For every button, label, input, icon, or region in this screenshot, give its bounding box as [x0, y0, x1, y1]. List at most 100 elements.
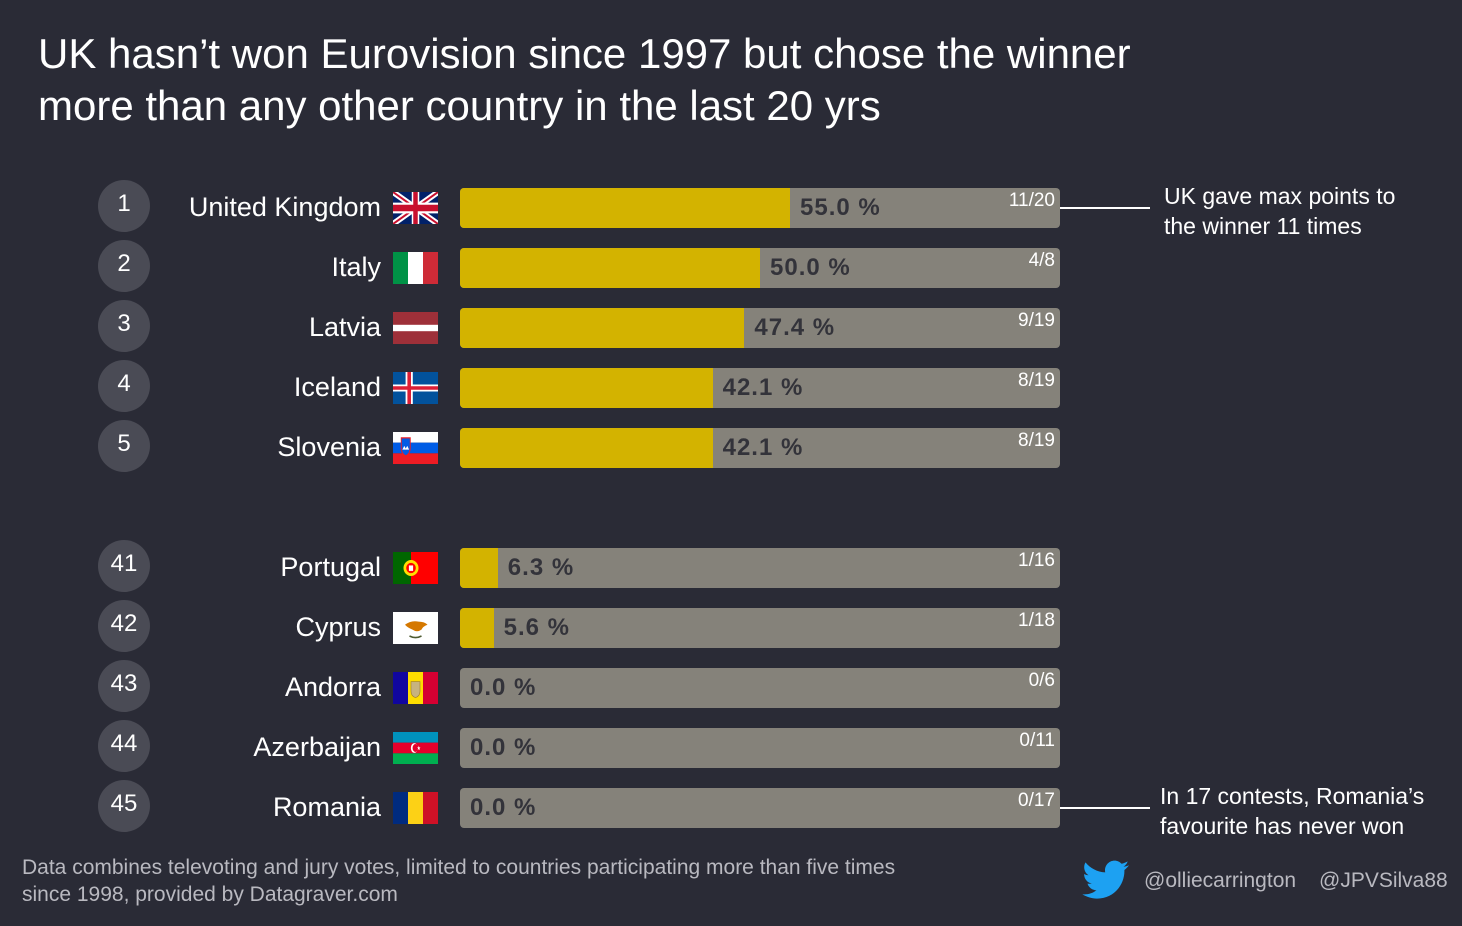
slovenia-flag-icon — [393, 432, 438, 464]
chart-row: 42 Cyprus 5.6 % 1/18 — [0, 600, 1100, 652]
uk-annotation: UK gave max points to the winner 11 time… — [1164, 181, 1395, 241]
twitter-icon — [1082, 860, 1130, 899]
bar-track: 0.0 % 0/11 — [460, 728, 1060, 768]
bar-track: 5.6 % 1/18 — [460, 608, 1060, 648]
bar-fill — [460, 368, 713, 408]
chart-row: 41 Portugal 6.3 % 1/16 — [0, 540, 1100, 592]
bar-fill — [460, 248, 760, 288]
twitter-handle-1[interactable]: @olliecarrington — [1144, 869, 1297, 892]
country-label: United Kingdom — [188, 192, 381, 222]
chart-row: 5 Slovenia 42.1 % 8/19 — [0, 420, 1100, 472]
bar-fill — [460, 308, 745, 348]
uk-flag-icon-graphic — [393, 192, 438, 224]
iceland-flag-icon-graphic — [393, 372, 438, 404]
cyprus-flag-icon-graphic — [393, 612, 438, 644]
latvia-flag-icon — [393, 312, 438, 344]
fraction-label: 9/19 — [1018, 310, 1055, 331]
fraction-label: 1/16 — [1018, 550, 1055, 571]
portugal-flag-icon-graphic — [393, 552, 438, 584]
rank-badge: 45 — [98, 780, 150, 832]
bar-track: 47.4 % 9/19 — [460, 308, 1060, 348]
value-label: 6.3 % — [507, 554, 575, 581]
fraction-label: 4/8 — [1028, 250, 1055, 271]
fraction-label: 11/20 — [1008, 190, 1055, 211]
country-label: Latvia — [308, 312, 381, 342]
uk-flag-icon — [393, 192, 438, 224]
fraction-label: 0/6 — [1028, 670, 1055, 691]
romania-annotation-line-2: favourite has never won — [1160, 813, 1405, 839]
value-label: 42.1 % — [722, 374, 804, 401]
bar-track: 42.1 % 8/19 — [460, 368, 1060, 408]
rank-badge: 43 — [98, 660, 150, 712]
bar-track: 50.0 % 4/8 — [460, 248, 1060, 288]
value-label: 5.6 % — [503, 614, 570, 641]
rank-badge: 41 — [98, 540, 150, 592]
value-label: 55.0 % — [800, 194, 881, 221]
latvia-flag-icon-graphic — [393, 312, 438, 344]
chart-title-line-1: UK hasn’t won Eurovision since 1997 but … — [38, 30, 1131, 77]
fraction-label: 0/11 — [1019, 730, 1055, 751]
value-label: 0.0 % — [470, 794, 537, 821]
chart-row: 43 Andorra 0.0 % 0/6 — [0, 660, 1100, 712]
country-label: Italy — [331, 252, 381, 282]
bar-track: 6.3 % 1/16 — [460, 548, 1060, 588]
chart-title: UK hasn’t won Eurovision since 1997 but … — [38, 28, 1238, 132]
country-label: Slovenia — [277, 432, 381, 462]
bar-fill — [460, 428, 713, 468]
azerbaijan-flag-icon-graphic — [393, 732, 438, 764]
value-label: 0.0 % — [470, 734, 537, 761]
rank-badge: 5 — [98, 420, 150, 472]
bar-track: 0.0 % 0/17 — [460, 788, 1060, 828]
bar-fill — [460, 608, 494, 648]
italy-flag-icon — [393, 252, 438, 284]
bar-track: 55.0 % 11/20 — [460, 188, 1060, 228]
chart-row: 4 Iceland 42.1 % 8/19 — [0, 360, 1100, 412]
credits: @olliecarrington @JPVSilva88 — [1082, 858, 1452, 904]
rank-badge: 42 — [98, 600, 150, 652]
fraction-label: 0/17 — [1018, 790, 1055, 811]
rank-badge: 3 — [98, 300, 150, 352]
slovenia-flag-icon-graphic — [393, 432, 438, 464]
chart-title-line-2: more than any other country in the last … — [38, 82, 881, 129]
fraction-label: 1/18 — [1018, 610, 1055, 631]
country-label: Azerbaijan — [253, 732, 381, 762]
country-label: Iceland — [293, 372, 381, 402]
fraction-label: 8/19 — [1018, 430, 1055, 451]
bar-fill — [460, 188, 790, 228]
bar-fill — [460, 548, 498, 588]
bar-track: 42.1 % 8/19 — [460, 428, 1060, 468]
andorra-flag-icon — [393, 672, 438, 704]
azerbaijan-flag-icon — [393, 732, 438, 764]
romania-flag-icon — [393, 792, 438, 824]
value-label: 42.1 % — [722, 434, 804, 461]
country-label: Portugal — [280, 552, 381, 582]
iceland-flag-icon — [393, 372, 438, 404]
chart-row: 2 Italy 50.0 % 4/8 — [0, 240, 1100, 292]
chart-row: 1 United Kingdom 55.0 % 11/20 — [0, 180, 1100, 232]
data-source-note: Data combines televoting and jury votes,… — [22, 854, 895, 908]
value-label: 47.4 % — [754, 314, 836, 341]
twitter-handle-2[interactable]: @JPVSilva88 — [1319, 869, 1448, 892]
andorra-flag-icon-graphic — [393, 672, 438, 704]
rank-badge: 2 — [98, 240, 150, 292]
rank-badge: 1 — [98, 180, 150, 232]
romania-annotation-leader-line — [1060, 807, 1150, 809]
italy-flag-icon-graphic — [393, 252, 438, 284]
romania-annotation: In 17 contests, Romania’s favourite has … — [1160, 781, 1424, 841]
country-label: Romania — [272, 792, 381, 822]
chart-row: 44 Azerbaijan 0.0 % 0/11 — [0, 720, 1100, 772]
bar-track: 0.0 % 0/6 — [460, 668, 1060, 708]
cyprus-flag-icon — [393, 612, 438, 644]
value-label: 50.0 % — [770, 254, 851, 281]
rank-badge: 44 — [98, 720, 150, 772]
data-source-note-line-1: Data combines televoting and jury votes,… — [22, 856, 896, 879]
chart-row: 3 Latvia 47.4 % 9/19 — [0, 300, 1100, 352]
uk-annotation-leader-line — [1060, 207, 1150, 209]
country-label: Andorra — [284, 672, 381, 702]
rank-badge: 4 — [98, 360, 150, 412]
uk-annotation-line-1: UK gave max points to — [1164, 183, 1396, 209]
romania-annotation-line-1: In 17 contests, Romania’s — [1160, 783, 1425, 809]
country-label: Cyprus — [295, 612, 381, 642]
chart-row: 45 Romania 0.0 % 0/17 — [0, 780, 1100, 832]
